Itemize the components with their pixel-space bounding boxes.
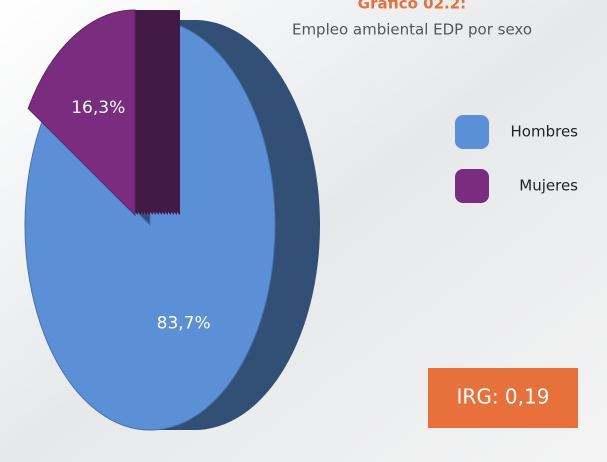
annotation: IRG: 0,19 (457, 385, 550, 409)
legend-label: Mujeres (519, 177, 578, 195)
legend-swatch (455, 115, 489, 149)
legend-swatch (455, 169, 489, 203)
value-label: 83,7% (157, 313, 211, 333)
value-label: 16,3% (71, 98, 125, 118)
slice (27, 9, 136, 217)
annotation-box (428, 368, 578, 428)
slice (24, 19, 276, 431)
legend-label: Hombres (511, 123, 579, 141)
chart-subtitle: Empleo ambiental EDP por sexo (292, 21, 532, 39)
chart-title: Gráfico 02.2: (358, 0, 466, 13)
